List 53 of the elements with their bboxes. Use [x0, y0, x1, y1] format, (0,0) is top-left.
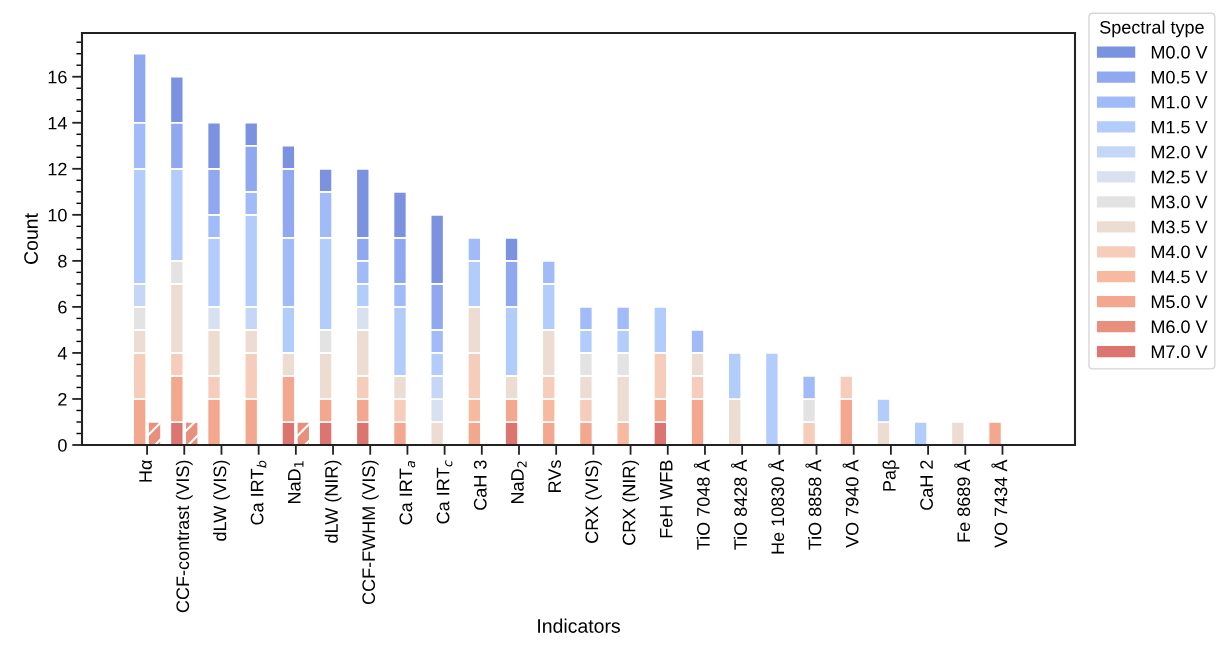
legend-label: M2.5 V — [1151, 170, 1208, 184]
y-tick-label: 16 — [48, 70, 67, 84]
y-tick-label: 4 — [57, 347, 67, 360]
x-tick-label: RVs — [548, 460, 562, 492]
legend-label: M3.5 V — [1151, 220, 1208, 234]
x-tick-label: VO 7940 Å — [842, 459, 859, 548]
x-tick-label: CaH 3 — [473, 460, 487, 510]
x-tick-label: Ca IRT$_{b}$ — [250, 460, 267, 525]
legend-label: M2.0 V — [1151, 145, 1208, 159]
x-tick-label: Ca IRT$_{c}$ — [436, 460, 453, 524]
y-tick-label: 6 — [58, 300, 67, 314]
legend-label: M7.0 V — [1151, 345, 1208, 359]
bar — [950, 421, 966, 445]
legend-label: M4.0 V — [1151, 245, 1208, 259]
x-tick-label: Hα — [139, 460, 152, 482]
y-tick-label: 14 — [48, 116, 67, 130]
legend-label: M6.0 V — [1151, 320, 1208, 334]
legend-title: Spectral type — [1100, 20, 1204, 38]
x-tick-label: dLW (VIS) — [213, 460, 230, 541]
legend-label: M0.5 V — [1151, 70, 1208, 84]
y-tick-label: 0 — [58, 438, 67, 452]
x-tick-label: Ca IRT$_{a}$ — [399, 461, 416, 525]
x-tick-label: CCF-FWHM (VIS) — [361, 460, 379, 605]
x-tick-label: Fe 8689 Å — [954, 459, 971, 542]
x-tick-label: TiO 7048 Å — [693, 459, 710, 550]
x-tick-label: FeH WFB — [660, 460, 673, 538]
x-tick-label: CRX (NIR) — [622, 460, 639, 545]
legend-label: M0.0 V — [1151, 45, 1208, 59]
y-axis-title: Count — [24, 213, 38, 264]
x-tick-label: He 10830 Å — [768, 459, 785, 554]
legend-label: M1.5 V — [1151, 120, 1208, 134]
x-tick-label: NaD$_{1}$ — [288, 461, 304, 504]
legend-label: M5.0 V — [1151, 295, 1208, 309]
legend-label: M1.0 V — [1151, 95, 1208, 109]
legend-label: M4.5 V — [1151, 270, 1208, 284]
y-tick-label: 10 — [48, 208, 67, 222]
x-tick-label: TiO 8858 Å — [805, 459, 822, 550]
y-tick-label: 2 — [58, 392, 67, 406]
x-tick-label: CCF-contrast (VIS) — [175, 460, 193, 613]
bar — [913, 421, 929, 445]
legend-label: M3.0 V — [1151, 195, 1208, 209]
bar — [987, 421, 1003, 445]
x-tick-label: CaH 2 — [920, 460, 933, 510]
x-axis-title: Indicators — [538, 618, 620, 633]
x-tick-label: CRX (VIS) — [584, 460, 602, 543]
x-tick-label: TiO 8428 Å — [730, 459, 747, 550]
x-tick-label: Paβ — [882, 460, 900, 491]
x-tick-label: dLW (NIR) — [324, 460, 342, 543]
y-tick-label: 12 — [48, 162, 67, 176]
bar — [764, 352, 780, 445]
x-tick-label: VO 7434 Å — [991, 459, 1008, 548]
x-tick-label: NaD$_{2}$ — [511, 461, 527, 504]
y-tick-label: 8 — [58, 254, 67, 268]
